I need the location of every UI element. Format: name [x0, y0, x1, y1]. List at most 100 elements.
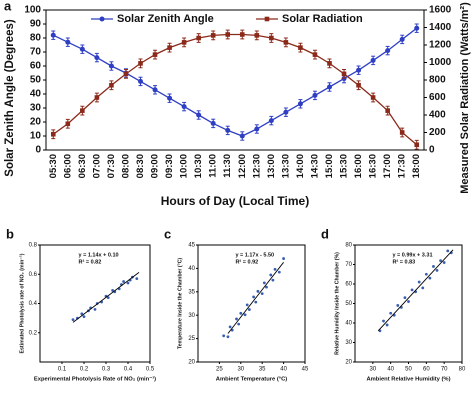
- point: [226, 335, 230, 339]
- point: [356, 67, 362, 73]
- x-tick-label: 14:00: [295, 154, 306, 178]
- series-line: [52, 27, 418, 137]
- y-axis-title: Relative Humidity Inside the Chamber (%): [334, 252, 340, 355]
- point: [109, 82, 114, 88]
- annotation: y = 0.99x + 3.31: [392, 252, 432, 258]
- point: [80, 108, 85, 113]
- x-tick-label: 06:30: [77, 154, 88, 178]
- y-tick-label: 40: [188, 266, 195, 272]
- y-tick-label: 70: [30, 47, 42, 58]
- x-tick-label: 11:00: [208, 154, 219, 178]
- point: [385, 108, 390, 113]
- point: [122, 280, 125, 283]
- point: [370, 95, 376, 100]
- x-tick-label: 06:00: [62, 154, 73, 178]
- x-tick-label: 0.5: [146, 367, 155, 373]
- point: [356, 82, 361, 88]
- x-tick-label: 09:30: [164, 154, 175, 178]
- point: [414, 142, 420, 148]
- point: [260, 292, 264, 296]
- x-tick-label: 11:30: [222, 154, 233, 178]
- x-tick-label: 13:30: [280, 154, 291, 178]
- point: [239, 133, 245, 139]
- x-tick-label: 45: [302, 367, 309, 373]
- y-tick-label: 60: [30, 61, 42, 72]
- point: [312, 92, 318, 98]
- y-tick-label: 100: [24, 5, 41, 16]
- point: [245, 303, 249, 307]
- legend-label: Solar Zenith Angle: [117, 13, 214, 25]
- point: [410, 288, 414, 292]
- x-tick-label: 10:00: [179, 154, 190, 178]
- point: [297, 101, 303, 107]
- point: [239, 311, 243, 315]
- point: [152, 87, 158, 93]
- y2-axis-title: Measured Solar Radiation (Watts/m²): [459, 2, 471, 194]
- annotation: R² = 0.82: [79, 258, 102, 265]
- series-line: [52, 33, 418, 146]
- point: [389, 311, 393, 315]
- annotation: y = 1.17x - 5.50: [235, 252, 274, 258]
- y-tick-label: 30: [345, 340, 352, 346]
- point: [138, 78, 143, 84]
- point: [262, 281, 266, 285]
- point: [228, 325, 232, 329]
- y-tick-label: 0: [35, 145, 41, 156]
- x-tick-label: 0.4: [124, 367, 133, 373]
- point: [282, 257, 285, 260]
- x-tick-label: 12:00: [237, 154, 248, 178]
- point: [247, 308, 251, 311]
- y-tick-label: 0.2: [29, 330, 38, 336]
- point: [428, 276, 432, 280]
- point: [210, 33, 216, 38]
- y-tick-label: 35: [188, 289, 195, 295]
- y-tick-label: 40: [345, 321, 352, 327]
- fit-line: [377, 249, 454, 332]
- point: [432, 265, 435, 268]
- legend-marker: [264, 16, 270, 22]
- x-tick-label: 0.2: [80, 367, 89, 373]
- point: [181, 40, 187, 45]
- point: [370, 57, 376, 63]
- point: [235, 317, 238, 321]
- x-tick-label: 40: [387, 367, 394, 373]
- y-tick-label: 90: [30, 19, 42, 30]
- point: [239, 32, 245, 37]
- point: [210, 120, 216, 126]
- x-tick-label: 0.3: [102, 367, 111, 373]
- point: [414, 25, 420, 31]
- legend-marker: [99, 16, 105, 22]
- point: [93, 307, 97, 311]
- point: [268, 118, 274, 124]
- point: [254, 33, 260, 38]
- panel-label: d: [321, 226, 329, 241]
- annotation: y = 1.14x + 0.10: [79, 252, 119, 258]
- x-tick-label: 15:30: [339, 154, 350, 178]
- point: [252, 295, 256, 299]
- point: [327, 84, 332, 90]
- point: [424, 272, 428, 276]
- point: [126, 281, 130, 285]
- point: [167, 95, 173, 101]
- x-tick-label: 30: [369, 367, 376, 373]
- y-tick-label: 30: [188, 313, 195, 319]
- point: [94, 55, 100, 61]
- fit-line: [72, 271, 140, 323]
- point: [269, 35, 274, 41]
- point: [79, 46, 85, 52]
- panel-label: c: [164, 226, 171, 241]
- point: [269, 273, 273, 277]
- point: [435, 268, 439, 272]
- point: [106, 296, 110, 300]
- x-tick-label: 25: [216, 367, 223, 373]
- point: [196, 35, 201, 41]
- point: [271, 278, 275, 282]
- point: [407, 300, 410, 303]
- point: [283, 40, 289, 45]
- point: [71, 318, 75, 321]
- point: [417, 280, 421, 284]
- y-tick-label: 0.4: [29, 301, 38, 307]
- point: [111, 288, 114, 292]
- x-tick-label: 13:00: [266, 154, 277, 178]
